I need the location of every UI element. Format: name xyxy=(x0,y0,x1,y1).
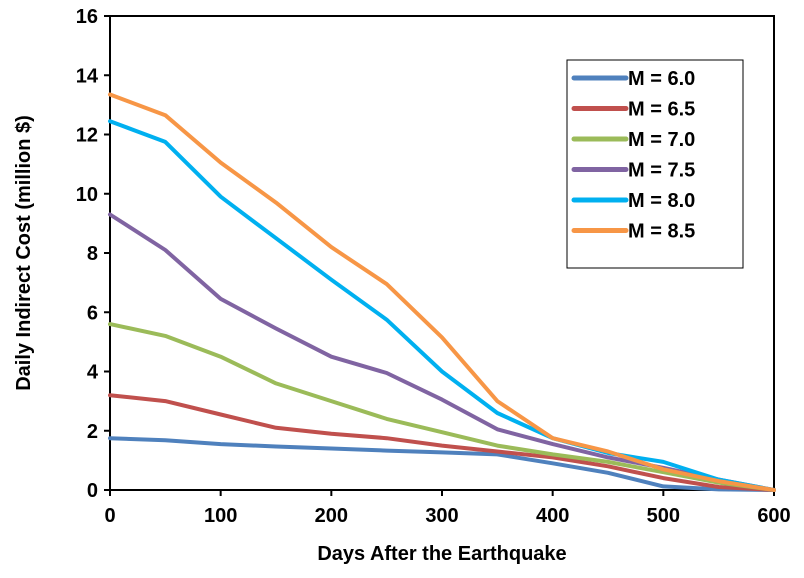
y-tick-label: 2 xyxy=(87,421,98,443)
series-layer xyxy=(108,92,776,492)
y-tick-label: 10 xyxy=(76,184,98,206)
series-line-m-7-0 xyxy=(108,322,776,492)
legend-label: M = 8.5 xyxy=(628,221,695,243)
x-tick-label: 100 xyxy=(204,505,237,527)
y-axis-title: Daily Indirect Cost (million $) xyxy=(13,115,35,391)
series-line-m-6-5 xyxy=(108,393,776,492)
x-tick-label: 0 xyxy=(104,505,115,527)
legend-label: M = 6.0 xyxy=(628,68,695,90)
y-tick-label: 14 xyxy=(76,65,99,87)
x-tick-label: 600 xyxy=(757,505,790,527)
y-tick-label: 4 xyxy=(87,362,99,384)
y-tick-label: 6 xyxy=(87,302,98,324)
y-tick-label: 8 xyxy=(87,243,98,265)
legend-label: M = 6.5 xyxy=(628,99,695,121)
y-tick-label: 0 xyxy=(87,480,98,502)
x-tick-label: 300 xyxy=(425,505,458,527)
axes-layer: 0 2 4 6 8 10 12 14 16 0 100 200 300 400 500 600 xyxy=(76,6,791,527)
legend-label: M = 7.0 xyxy=(628,129,695,151)
y-tick-label: 12 xyxy=(76,125,98,147)
series-line-m-6-0 xyxy=(108,436,776,492)
x-tick-label: 400 xyxy=(536,505,569,527)
y-tick-label: 16 xyxy=(76,6,98,28)
x-tick-label: 500 xyxy=(647,505,680,527)
series-line-m-8-5 xyxy=(108,92,776,492)
legend-box xyxy=(566,59,744,269)
series-line-m-8-0 xyxy=(108,119,776,492)
legend-label: M = 7.5 xyxy=(628,160,695,182)
legend: M = 6.0 M = 6.5 M = 7.0 M = 7.5 M = 8.0 M = 8… xyxy=(566,59,744,269)
x-tick-label: 200 xyxy=(315,505,348,527)
legend-label: M = 8.0 xyxy=(628,190,695,212)
x-axis-title: Days After the Earthquake xyxy=(317,543,566,565)
